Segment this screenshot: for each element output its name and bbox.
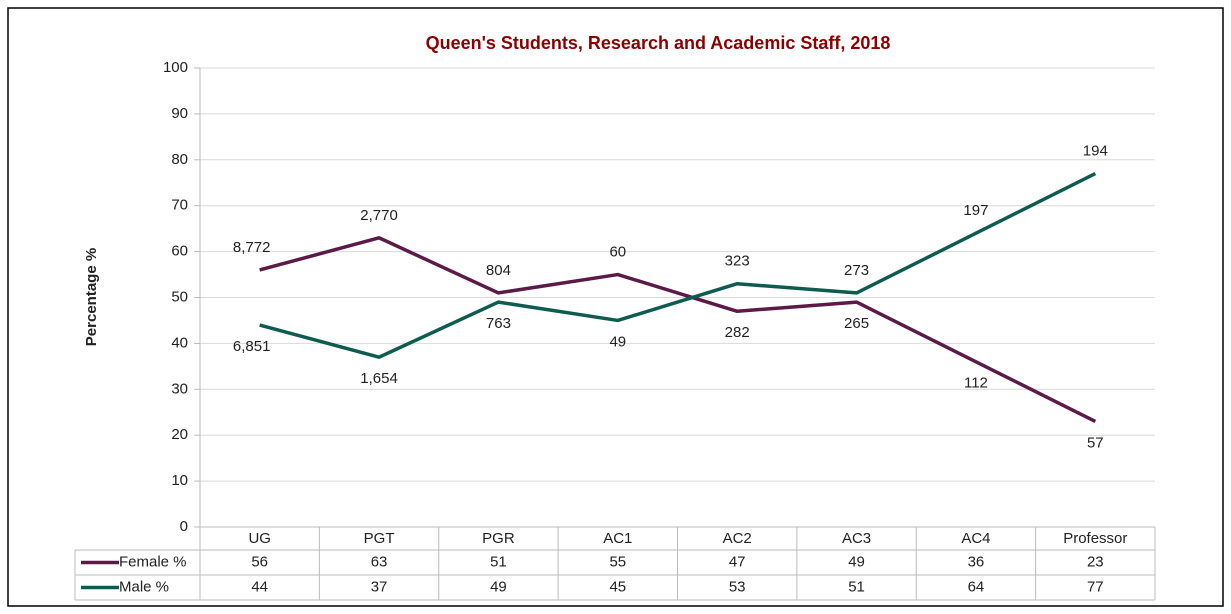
y-tick-label: 70 <box>171 197 188 214</box>
x-tick-label: AC3 <box>842 530 871 547</box>
table-value: 56 <box>251 553 268 570</box>
data-label: 8,772 <box>233 239 271 256</box>
legend-label: Female % <box>119 553 187 570</box>
y-tick-label: 20 <box>171 426 188 443</box>
data-label: 112 <box>964 375 988 392</box>
x-tick-label: Professor <box>1063 530 1127 547</box>
y-tick-label: 80 <box>171 151 188 168</box>
legend-label: Male % <box>119 578 169 595</box>
y-tick-label: 0 <box>180 518 188 535</box>
y-tick-label: 40 <box>171 334 188 351</box>
table-value: 45 <box>609 578 626 595</box>
data-label: 804 <box>486 262 511 279</box>
table-value: 37 <box>371 578 388 595</box>
y-tick-label: 50 <box>171 288 188 305</box>
x-tick-label: PGT <box>364 530 395 547</box>
table-value: 44 <box>251 578 268 595</box>
table-value: 53 <box>729 578 746 595</box>
data-label: 1,654 <box>360 370 398 387</box>
y-tick-label: 10 <box>171 472 188 489</box>
data-label: 194 <box>1083 143 1108 160</box>
data-label: 60 <box>609 244 626 261</box>
table-value: 63 <box>371 553 388 570</box>
y-axis-title: Percentage % <box>83 248 100 346</box>
table-value: 64 <box>968 578 985 595</box>
x-tick-label: PGR <box>482 530 515 547</box>
chart-frame <box>7 7 1224 607</box>
data-label: 49 <box>609 333 626 350</box>
x-tick-label: AC4 <box>961 530 990 547</box>
x-tick-label: AC1 <box>603 530 632 547</box>
x-tick-label: AC2 <box>723 530 752 547</box>
data-label: 6,851 <box>233 338 271 355</box>
y-tick-label: 30 <box>171 380 188 397</box>
data-label: 273 <box>844 262 869 279</box>
data-label: 2,770 <box>360 207 398 224</box>
table-value: 55 <box>609 553 626 570</box>
data-label: 197 <box>963 202 988 219</box>
chart-title: Queen's Students, Research and Academic … <box>426 33 891 53</box>
table-value: 51 <box>848 578 865 595</box>
table-value: 49 <box>490 578 507 595</box>
series-line <box>259 172 1097 359</box>
data-label: 323 <box>725 253 750 270</box>
table-value: 36 <box>968 553 985 570</box>
table-value: 23 <box>1087 553 1104 570</box>
y-tick-label: 90 <box>171 105 188 122</box>
data-label: 282 <box>725 324 750 341</box>
x-tick-label: UG <box>248 530 271 547</box>
data-label: 763 <box>486 315 511 332</box>
y-tick-label: 100 <box>163 59 188 76</box>
y-tick-label: 60 <box>171 243 188 260</box>
table-value: 47 <box>729 553 746 570</box>
table-value: 49 <box>848 553 865 570</box>
table-value: 77 <box>1087 578 1104 595</box>
data-label: 265 <box>844 315 869 332</box>
data-label: 57 <box>1087 434 1104 451</box>
series-line <box>259 236 1097 423</box>
table-value: 51 <box>490 553 507 570</box>
